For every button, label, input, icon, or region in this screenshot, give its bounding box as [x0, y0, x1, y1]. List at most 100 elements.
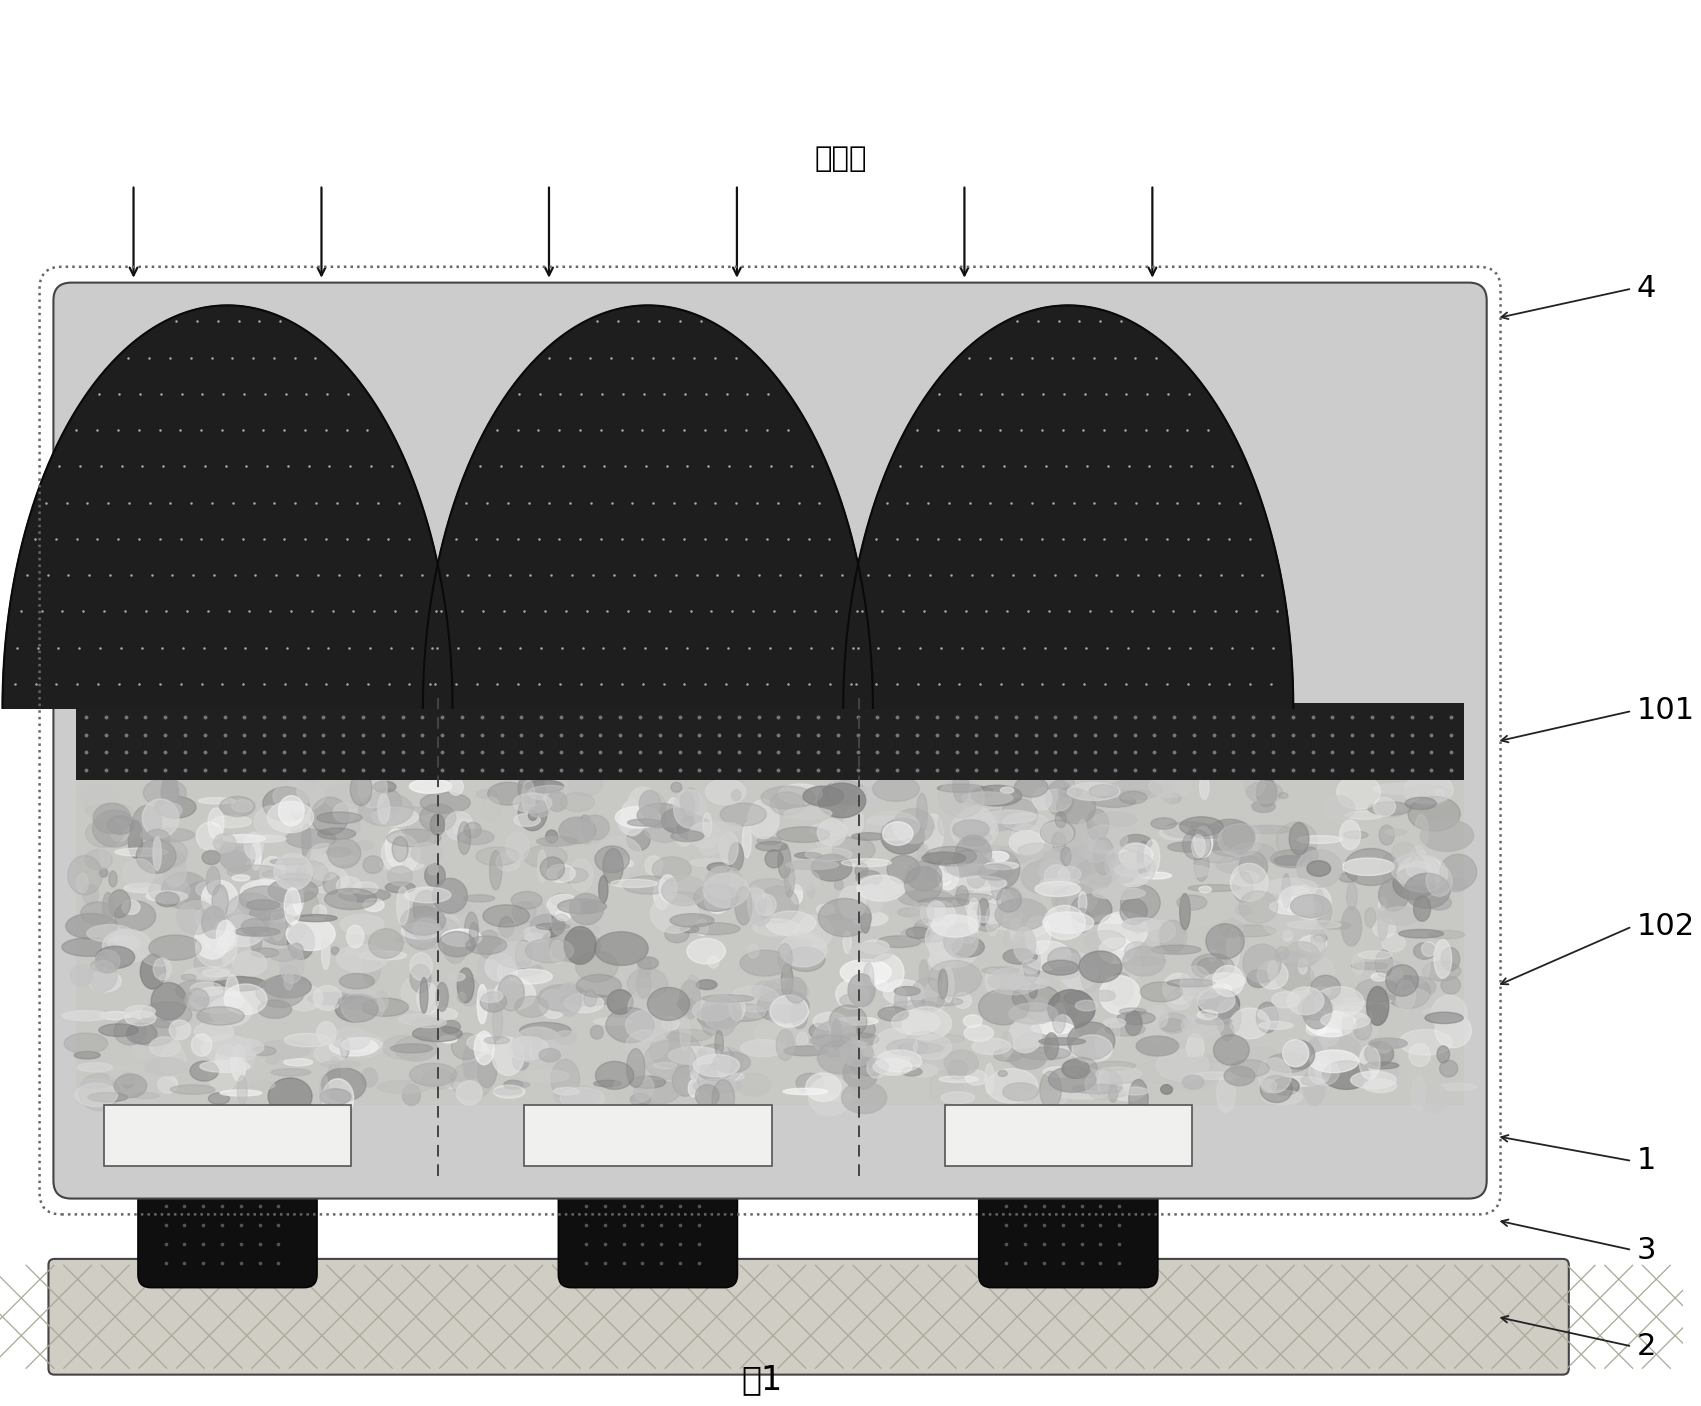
- Ellipse shape: [274, 853, 313, 890]
- Ellipse shape: [1208, 981, 1223, 993]
- Ellipse shape: [279, 796, 304, 825]
- Ellipse shape: [803, 786, 844, 806]
- Ellipse shape: [791, 884, 803, 904]
- Ellipse shape: [1198, 1010, 1218, 1019]
- Ellipse shape: [512, 1026, 563, 1063]
- Ellipse shape: [556, 910, 572, 921]
- Ellipse shape: [1175, 987, 1221, 1000]
- Ellipse shape: [114, 901, 156, 931]
- Ellipse shape: [816, 839, 864, 849]
- Ellipse shape: [1095, 1067, 1141, 1081]
- Ellipse shape: [333, 803, 356, 823]
- Ellipse shape: [925, 984, 937, 1011]
- Ellipse shape: [791, 1004, 808, 1029]
- Ellipse shape: [842, 1081, 886, 1114]
- Ellipse shape: [245, 832, 264, 859]
- Ellipse shape: [1002, 1083, 1038, 1101]
- Ellipse shape: [832, 837, 874, 863]
- Ellipse shape: [694, 1078, 742, 1092]
- Bar: [77, 780, 1465, 1105]
- Ellipse shape: [116, 848, 168, 856]
- Ellipse shape: [1279, 793, 1288, 799]
- Ellipse shape: [328, 1057, 340, 1091]
- Ellipse shape: [114, 1074, 146, 1098]
- Ellipse shape: [553, 1087, 578, 1095]
- Ellipse shape: [893, 808, 934, 844]
- Ellipse shape: [765, 849, 782, 868]
- Ellipse shape: [1266, 879, 1317, 896]
- Ellipse shape: [162, 773, 179, 813]
- Ellipse shape: [930, 1070, 963, 1105]
- Ellipse shape: [1017, 844, 1058, 858]
- Ellipse shape: [895, 987, 920, 995]
- Ellipse shape: [259, 934, 269, 941]
- Ellipse shape: [818, 783, 866, 818]
- Ellipse shape: [216, 1045, 238, 1073]
- Ellipse shape: [1039, 1038, 1085, 1045]
- Ellipse shape: [216, 921, 235, 949]
- Ellipse shape: [170, 1085, 214, 1094]
- Ellipse shape: [662, 876, 708, 905]
- Ellipse shape: [558, 898, 607, 914]
- Ellipse shape: [595, 837, 641, 872]
- Ellipse shape: [395, 1036, 437, 1062]
- Ellipse shape: [522, 780, 536, 814]
- Ellipse shape: [526, 1070, 570, 1083]
- Ellipse shape: [988, 893, 1005, 904]
- Ellipse shape: [219, 839, 255, 873]
- Ellipse shape: [1073, 859, 1111, 893]
- Ellipse shape: [357, 841, 374, 851]
- Ellipse shape: [1010, 917, 1021, 942]
- Ellipse shape: [1033, 787, 1051, 810]
- Ellipse shape: [1187, 1033, 1204, 1062]
- Ellipse shape: [873, 1059, 912, 1076]
- Ellipse shape: [1165, 1057, 1215, 1091]
- Ellipse shape: [691, 859, 733, 866]
- Ellipse shape: [1002, 887, 1022, 918]
- Ellipse shape: [634, 1080, 680, 1104]
- Ellipse shape: [153, 957, 172, 980]
- Ellipse shape: [359, 950, 407, 960]
- Ellipse shape: [985, 862, 1019, 869]
- Ellipse shape: [555, 1085, 600, 1107]
- Ellipse shape: [796, 1073, 823, 1092]
- Ellipse shape: [75, 1052, 100, 1059]
- Ellipse shape: [1152, 818, 1177, 830]
- Ellipse shape: [1082, 952, 1112, 966]
- Ellipse shape: [606, 1008, 653, 1043]
- Ellipse shape: [464, 894, 495, 901]
- Ellipse shape: [61, 938, 116, 956]
- Ellipse shape: [1099, 912, 1148, 949]
- Ellipse shape: [1058, 823, 1099, 858]
- Ellipse shape: [63, 1011, 109, 1021]
- Ellipse shape: [703, 1012, 721, 1035]
- Ellipse shape: [364, 898, 384, 911]
- Ellipse shape: [1220, 920, 1243, 938]
- Ellipse shape: [1408, 796, 1459, 831]
- Ellipse shape: [886, 1039, 929, 1056]
- Ellipse shape: [1099, 976, 1140, 1014]
- Ellipse shape: [1320, 988, 1369, 1002]
- Ellipse shape: [920, 900, 944, 927]
- Ellipse shape: [704, 887, 730, 914]
- Ellipse shape: [1257, 1002, 1277, 1033]
- Ellipse shape: [1055, 811, 1067, 828]
- Ellipse shape: [883, 980, 924, 1005]
- Ellipse shape: [1152, 945, 1201, 955]
- Ellipse shape: [158, 1076, 177, 1094]
- Ellipse shape: [667, 797, 680, 827]
- Ellipse shape: [1119, 1008, 1146, 1015]
- Ellipse shape: [827, 1040, 866, 1050]
- Ellipse shape: [650, 1032, 701, 1069]
- Ellipse shape: [1014, 927, 1036, 962]
- Ellipse shape: [1425, 1012, 1463, 1024]
- Ellipse shape: [284, 984, 323, 1011]
- Ellipse shape: [1089, 785, 1118, 797]
- Ellipse shape: [94, 803, 131, 834]
- Ellipse shape: [202, 880, 238, 917]
- Ellipse shape: [124, 883, 162, 893]
- Ellipse shape: [1218, 824, 1262, 856]
- Ellipse shape: [410, 965, 430, 993]
- Ellipse shape: [243, 835, 286, 842]
- Ellipse shape: [840, 994, 868, 1007]
